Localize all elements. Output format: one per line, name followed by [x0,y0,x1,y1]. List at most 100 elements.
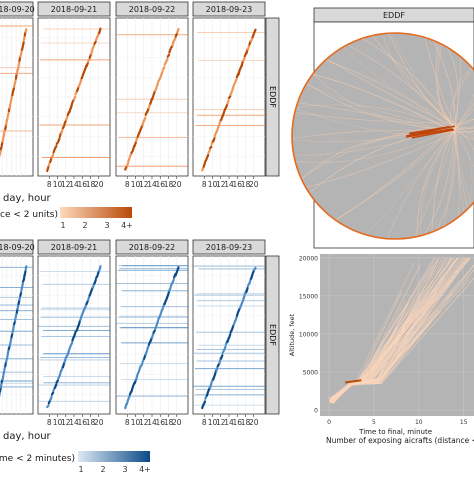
legend-label: 1 [60,221,65,230]
trajectory-segment [49,395,53,402]
trajectory-segment [98,265,102,273]
trajectory-segment [202,161,207,168]
trajectory-segment [22,35,26,42]
trajectory-segment [216,123,221,129]
x-tick-label: 18 [241,180,251,189]
x-tick-label: 20 [249,418,259,427]
map-trajectory [420,130,456,239]
trajectory-segment [201,166,205,172]
x-tick-label: 20 [94,418,104,427]
trajectory-segment [237,68,241,76]
trajectory-segment [158,74,163,81]
alt-caption: Number of exposing aicrafts (distance < … [326,436,474,445]
map-trajectory [454,124,474,203]
trajectory-segment [208,382,213,389]
legend-colorbar [60,207,132,218]
map-trajectory [421,33,456,124]
legend-colorbar [78,451,150,462]
alt-trajectory [333,278,444,399]
x-tick-label: 16 [77,180,87,189]
legend-label: 1 [78,465,83,474]
map-trajectory [454,123,474,154]
map-trajectory [454,89,474,128]
trajectory-segment [9,98,13,105]
trajectory-segment [224,103,229,109]
trajectory-segment [6,348,10,355]
x-tick-label: 10 [53,418,63,427]
trajectory-segment [229,90,233,96]
trajectory-segment [5,352,9,360]
trajectory-segment [223,345,227,352]
alt-x-tick-label: 5 [372,419,376,426]
trajectory-segment [11,89,15,97]
trajectory-segment [165,295,169,302]
map-trajectory [305,65,456,132]
x-axis-label: day, hour [3,431,52,442]
trajectory-segment [226,99,230,105]
trajectory-segment [60,127,64,135]
x-tick-label: 8 [125,180,130,189]
trajectory-segment [13,82,16,88]
trajectory-segment [135,136,139,143]
x-tick-label: 16 [232,180,242,189]
x-tick-label: 8 [47,418,52,427]
map-dense-approach [405,128,453,138]
trajectory-segment [130,149,134,154]
trajectory-segment [232,81,237,87]
x-tick-label: 8 [125,418,130,427]
x-tick-label: 8 [47,180,52,189]
x-tick-label: 16 [77,418,87,427]
trajectory-segment [161,66,166,71]
trajectory-segment [57,374,61,381]
trajectory-segment [242,294,246,301]
trajectory-segment [91,43,96,50]
trajectory-segment [63,356,67,364]
trajectory-segment [9,337,13,344]
legend-label: 4+ [139,465,151,474]
map-trajectory [431,130,456,239]
trajectory-segment [166,53,171,58]
trajectory-segment [13,315,17,322]
trajectory-segment [242,57,246,62]
trajectory-segment [143,116,147,122]
trajectory-segment [150,332,155,339]
trajectory-segment [46,404,50,409]
trajectory-segment [21,282,24,289]
trajectory-segment [85,299,89,306]
trajectory-segment [249,273,254,280]
trajectory-segment [202,400,207,406]
legend-label: 3 [104,221,109,230]
facet-strip [192,239,266,255]
map-trajectory [454,125,471,221]
map-trajectory [416,129,456,239]
legend-label: 2 [82,221,87,230]
trajectory-segment [168,47,172,54]
trajectory-segment [69,102,74,110]
trajectory-segment [87,57,91,63]
facet-strip-label: 2018-09-21 [51,5,98,14]
map-ring [291,32,474,240]
trajectory-segment [14,312,18,318]
trajectory-segment [52,148,56,154]
trajectory-segment [61,124,66,130]
trajectory-segment [149,337,153,343]
alt-y-tick-label: 5000 [303,369,318,376]
trajectory-segment [221,111,226,118]
trajectory-segment [93,40,97,45]
facet-strip-label: 2018-09-23 [206,5,253,14]
trajectory-segment [127,394,131,401]
map-trajectory [454,127,474,132]
trajectory-segment [212,137,216,143]
trajectory-segment [155,319,160,327]
trajectory-segment [227,333,232,339]
facet-strip [37,1,111,17]
alt-x-axis-label: Time to final, minute [358,428,432,436]
alt-x-tick-label: 10 [415,419,423,426]
trajectory-segment [157,315,161,321]
trajectory-segment [155,81,160,88]
map-trajectory [349,33,456,130]
trajectory-segment [229,328,233,334]
